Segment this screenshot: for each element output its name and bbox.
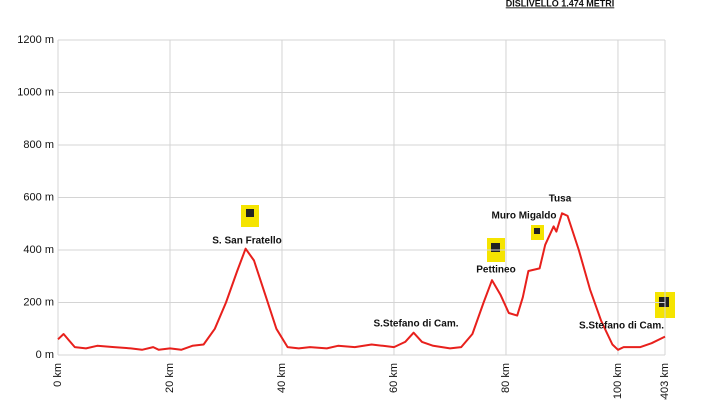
annotation: S.Stefano di Cam. (373, 319, 458, 330)
y-tick-label: 600 m (23, 191, 54, 203)
y-tick-label: 0 m (36, 349, 54, 361)
elevation-line (57, 212, 666, 351)
annotation: Pettineo (476, 265, 515, 276)
x-tick-label: 0 km (52, 363, 64, 387)
x-tick-label: 40 km (276, 363, 288, 393)
chart-title: DISLIVELLO 1.474 METRI (506, 0, 615, 8)
annotation: Tusa (549, 194, 572, 205)
icons (241, 205, 675, 318)
x-tick-label: 80 km (500, 363, 512, 393)
x-tick-label: 60 km (388, 363, 400, 393)
annotation: S.Stefano di Cam. (579, 321, 664, 332)
icon-glyph (246, 209, 254, 217)
x-tick-label: 20 km (164, 363, 176, 393)
icon-glyph (491, 243, 500, 252)
x-tick-label: 100 km (612, 363, 624, 399)
x-tick-label: 5403 km (659, 363, 671, 400)
annotation: S. San Fratello (212, 236, 281, 247)
grid (57, 39, 666, 356)
y-tick-label: 800 m (23, 139, 54, 151)
y-tick-label: 1000 m (17, 86, 54, 98)
y-tick-label: 1200 m (17, 34, 54, 46)
y-tick-label: 200 m (23, 296, 54, 308)
annotation: Muro Migaldo (492, 211, 557, 222)
y-tick-label: 400 m (23, 244, 54, 256)
icon-glyph (534, 228, 540, 234)
